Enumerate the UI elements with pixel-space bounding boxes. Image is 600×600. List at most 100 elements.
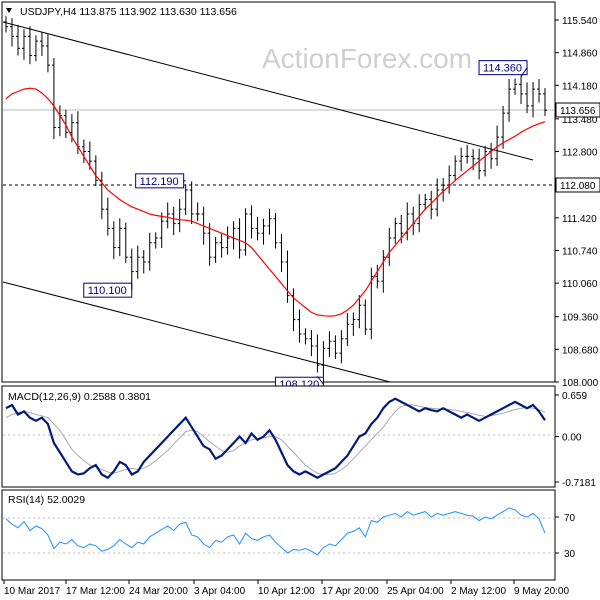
ohlc-bar — [273, 213, 278, 249]
ohlc-bar — [333, 335, 338, 359]
ohlc-bar — [207, 223, 212, 266]
price-axis: 115.540 114.860 114.180 113.480 112.800 112.0… — [555, 16, 599, 389]
ohlc-bar — [63, 109, 68, 139]
time-tick-label: 17 Apr 20:00 — [322, 586, 379, 597]
ohlc-bar — [531, 81, 536, 118]
ohlc-bar — [171, 206, 176, 236]
price-tick-label: 108.000 — [562, 378, 599, 389]
ohlc-bar — [93, 155, 98, 187]
svg-text:110.100: 110.100 — [88, 285, 127, 297]
price-annotation: 112.190 — [135, 173, 186, 189]
ohlc-bar — [447, 165, 452, 194]
ohlc-bar — [339, 330, 344, 364]
ohlc-bar — [417, 194, 422, 233]
ohlc-bar — [303, 328, 308, 345]
price-tick-label: 110.740 — [562, 246, 598, 257]
time-axis: 10 Mar 2017 17 Mar 12:00 24 Mar 20:00 3 Apr… — [3, 580, 569, 597]
svg-text:112.190: 112.190 — [140, 176, 179, 188]
ohlc-bar — [51, 57, 56, 140]
macd-panel-frame — [1, 385, 556, 488]
ohlc-bar — [441, 177, 446, 202]
chart-title: USDJPY,H4 113.875 113.902 113.630 113.65… — [20, 6, 237, 18]
macd-axis: 0.659 0.00 -0.7181 — [555, 391, 596, 489]
rsi-title: RSI(14) 52.0029 — [8, 494, 85, 506]
ohlc-bar — [519, 75, 524, 105]
channel-upper — [2, 21, 534, 161]
time-tick-label: 17 Mar 12:00 — [66, 586, 125, 597]
ohlc-bar — [267, 208, 272, 235]
ohlc-bar — [369, 267, 374, 340]
time-tick-label: 10 Apr 12:00 — [258, 586, 315, 597]
ohlc-bar — [477, 148, 482, 180]
ohlc-bar — [471, 149, 476, 171]
ohlc-bar — [537, 79, 542, 103]
ohlc-bar — [117, 218, 122, 257]
ohlc-bar — [423, 193, 428, 211]
price-annotation: 114.360 — [478, 60, 528, 77]
ohlc-bar — [33, 35, 38, 62]
ohlc-bar — [243, 208, 248, 256]
price-tick-label: 114.180 — [562, 81, 598, 92]
ohlc-bar — [513, 78, 518, 95]
ohlc-bar — [315, 334, 320, 373]
macd-tick-label: -0.7181 — [562, 478, 596, 489]
ohlc-bar — [21, 29, 26, 60]
time-tick-label: 2 May 12:00 — [451, 586, 506, 597]
time-tick-label: 10 Mar 2017 — [4, 586, 61, 597]
ohlc-bar — [15, 24, 20, 56]
moving-average-line — [5, 87, 546, 317]
collapse-triangle-icon[interactable] — [6, 8, 12, 13]
ohlc-bar — [321, 341, 326, 377]
ohlc-bar — [429, 190, 434, 220]
ohlc-bar — [111, 221, 116, 260]
price-annotation: 110.100 — [83, 281, 133, 298]
time-tick-label: 3 Apr 04:00 — [194, 586, 246, 597]
level-price-tag: 112.080 — [555, 177, 600, 193]
ohlc-bar — [483, 145, 488, 177]
ohlc-bar — [219, 234, 224, 258]
ohlc-bar — [375, 264, 380, 289]
ohlc-bar — [9, 18, 14, 47]
ohlc-bar — [237, 218, 242, 259]
rsi-panel: RSI(14) 52.0029 70 30 — [1, 489, 576, 581]
price-tick-label: 114.860 — [562, 49, 598, 60]
ohlc-bar — [105, 197, 110, 236]
ohlc-bar — [141, 249, 146, 274]
ohlc-bar — [387, 227, 392, 266]
ohlc-bar — [135, 245, 140, 279]
ohlc-bar — [225, 226, 230, 255]
watermark: ActionForex.com — [262, 43, 472, 74]
ohlc-bar — [81, 139, 86, 164]
ohlc-bar — [39, 32, 44, 57]
ohlc-bar — [183, 184, 188, 215]
macd-main-line — [5, 397, 546, 480]
ohlc-bar — [543, 88, 547, 117]
rsi-tick-label: 30 — [564, 549, 576, 560]
ohlc-bar — [453, 155, 458, 182]
ohlc-bar — [45, 34, 50, 73]
ohlc-bar — [177, 199, 182, 233]
time-tick-label: 24 Mar 20:00 — [129, 586, 188, 597]
ohlc-bar — [153, 232, 158, 249]
rsi-axis: 70 30 — [555, 513, 576, 560]
ohlc-bar — [465, 144, 470, 164]
current-price-tag: 113.656 — [555, 102, 600, 118]
ohlc-bar — [279, 234, 284, 273]
price-panel-frame — [1, 1, 556, 383]
ohlc-bar — [189, 181, 194, 225]
ohlc-bar — [459, 147, 464, 172]
price-tick-label: 111.420 — [562, 214, 597, 225]
price-tick-label: 115.540 — [562, 16, 598, 27]
ohlc-bar — [285, 250, 290, 303]
rsi-panel-frame — [1, 489, 556, 581]
ohlc-bar — [165, 202, 170, 229]
ohlc-bar — [393, 217, 398, 244]
ohlc-bar — [261, 218, 266, 245]
price-tick-label: 108.680 — [562, 345, 599, 356]
ohlc-bar — [27, 26, 32, 65]
ohlc-bar — [363, 299, 368, 335]
macd-tick-label: 0.659 — [562, 391, 587, 402]
ohlc-bar — [195, 202, 200, 222]
ohlc-bar — [501, 105, 506, 149]
channel-lower — [2, 281, 391, 383]
